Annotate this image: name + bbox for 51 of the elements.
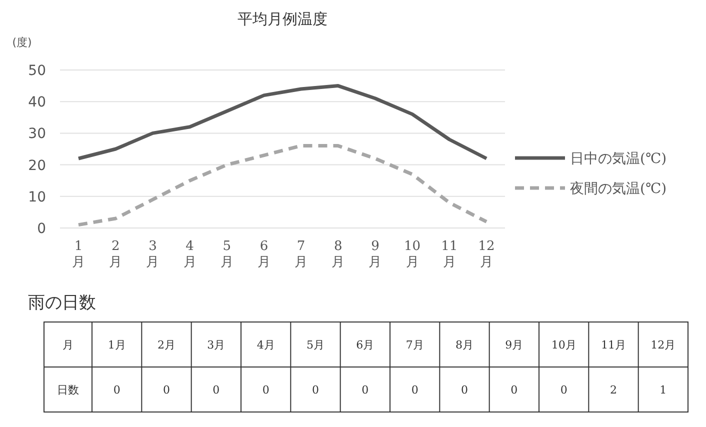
y-tick-label: 50 (28, 63, 46, 79)
x-tick-label: 3月 (146, 239, 160, 270)
y-tick-label: 20 (28, 158, 46, 174)
x-tick-label: 5月 (306, 338, 324, 352)
x-tick-label: 1月 (108, 338, 126, 352)
data-label: 0 (411, 384, 418, 396)
x-tick-label: 2月 (158, 338, 176, 352)
line-series (76, 84, 488, 160)
x-tick-label: 10月 (551, 338, 576, 352)
x-tick-label: 7月 (294, 239, 308, 270)
chart-title: 雨の日数 (28, 293, 96, 313)
data-label: 0 (163, 384, 170, 396)
line-series (76, 144, 488, 227)
x-tick-label: 6月 (356, 338, 374, 352)
y-tick-label: 10 (28, 189, 46, 206)
data-label: 0 (461, 384, 468, 396)
x-tick-label: 5月 (220, 239, 234, 270)
y-tick-label: 40 (28, 94, 46, 111)
x-tick-label: 9月 (368, 239, 382, 270)
x-tick-label: 8月 (332, 239, 345, 270)
data-label: 2 (610, 384, 617, 396)
data-label: 0 (262, 384, 270, 396)
x-tick-label: 12月 (478, 239, 495, 270)
x-tick-label: 2月 (109, 239, 122, 270)
data-label: 0 (560, 384, 568, 396)
x-axis-title: 月 (62, 338, 74, 352)
y-tick-label: 日数 (57, 384, 79, 396)
x-tick-label: 3月 (207, 338, 226, 352)
x-tick-label: 4月 (256, 338, 275, 352)
y-axis-title: (度) (12, 36, 32, 49)
data-label: 0 (113, 384, 120, 396)
y-tick-label: 0 (37, 221, 46, 237)
x-tick-label: 11月 (441, 239, 458, 270)
data-label: 0 (312, 384, 319, 396)
y-tick-label: 30 (28, 126, 46, 142)
legend-label: 日中の気温(℃) (570, 151, 667, 167)
x-tick-label: 4月 (183, 239, 196, 270)
legend-label: 夜間の気温(℃) (570, 181, 667, 197)
data-label: 0 (362, 384, 369, 396)
x-tick-label: 1 月 (72, 239, 86, 270)
x-tick-label: 10月 (404, 239, 421, 270)
x-tick-label: 12月 (650, 338, 676, 352)
x-tick-label: 11月 (601, 338, 626, 352)
data-label: 0 (510, 384, 518, 396)
chart-title: 平均月例温度 (238, 10, 328, 28)
data-label: 0 (212, 384, 220, 396)
x-tick-label: 8月 (456, 338, 474, 352)
x-tick-label: 9月 (505, 338, 524, 352)
x-tick-label: 7月 (406, 338, 424, 352)
x-tick-label: 6月 (257, 239, 270, 270)
data-label: 1 (660, 384, 667, 396)
